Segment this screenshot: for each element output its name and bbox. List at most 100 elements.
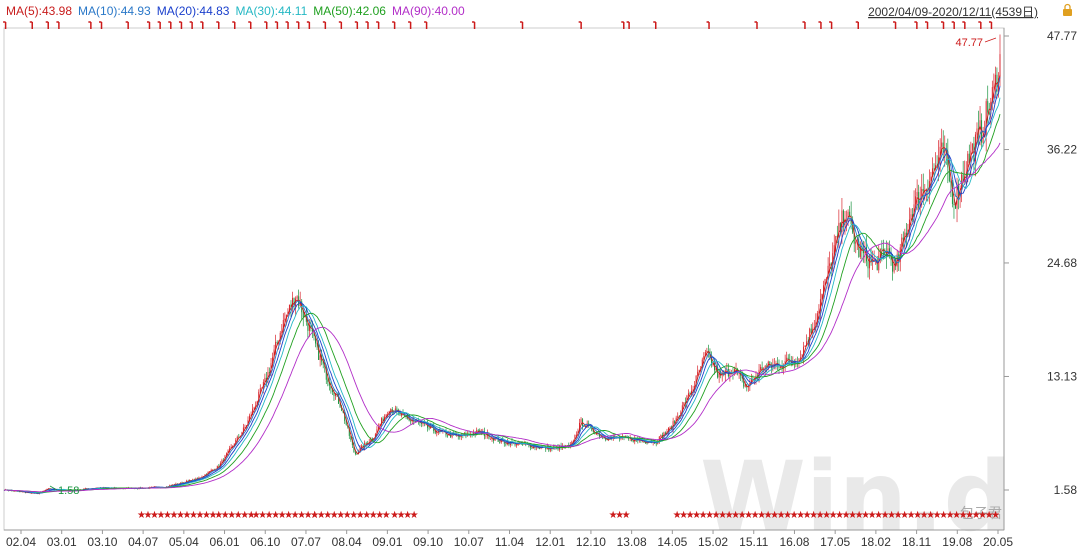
candle-body (939, 146, 941, 158)
bottom-signal-marker: ★ (900, 510, 909, 521)
bottom-signal-marker: ★ (764, 510, 773, 521)
candle-body (950, 181, 952, 183)
bottom-signal-marker: ★ (894, 510, 903, 521)
candle-body (586, 423, 588, 427)
candle-body (399, 412, 401, 416)
bottom-signal-marker: ★ (150, 510, 159, 521)
bottom-signal-marker: ★ (196, 510, 205, 521)
candle-body (21, 491, 23, 493)
candle-body (571, 441, 573, 445)
candle-body (784, 361, 786, 365)
candle-body (780, 367, 782, 368)
bottom-signal-marker: ★ (356, 510, 365, 521)
candle-body (695, 375, 697, 386)
candle-body (824, 278, 826, 286)
candle-body (683, 402, 685, 406)
bottom-signal-marker: ★ (907, 510, 916, 521)
bottom-signal-marker: ★ (829, 510, 838, 521)
candle-body (692, 389, 694, 391)
lock-icon[interactable] (1063, 3, 1072, 17)
candle-body (405, 415, 407, 418)
candle-body (276, 341, 278, 343)
candle-body (591, 425, 593, 431)
top-signal-marker (29, 21, 33, 29)
candle-body (18, 491, 20, 493)
candle-body (681, 405, 683, 413)
bottom-signal-marker: ★ (809, 510, 818, 521)
bottom-signal-marker: ★ (284, 510, 293, 521)
bottom-signal-marker: ★ (163, 510, 172, 521)
candle-body (979, 120, 981, 130)
candle-body (279, 332, 281, 342)
candle-body (858, 241, 860, 257)
top-signal-marker (855, 21, 859, 29)
candle-body (204, 474, 206, 477)
candle-body (951, 182, 953, 204)
candle-body (354, 452, 356, 455)
candle-body (227, 450, 229, 454)
candle-body (407, 417, 409, 419)
candle-body (996, 74, 998, 92)
candle-body (318, 344, 320, 360)
candle-body (282, 319, 284, 332)
bottom-signal-marker: ★ (705, 510, 714, 521)
candle-body (410, 420, 412, 422)
top-signal-marker (578, 21, 582, 29)
bottom-signal-marker: ★ (855, 510, 864, 521)
candle-body (968, 153, 970, 163)
bottom-signal-marker: ★ (952, 510, 961, 521)
candle-body (311, 328, 313, 332)
bottom-signal-marker: ★ (796, 510, 805, 521)
bottom-signal-marker: ★ (336, 510, 345, 521)
candle-body (330, 385, 332, 389)
candle-body (268, 372, 270, 373)
candle-body (408, 418, 410, 421)
bottom-signal-marker: ★ (926, 510, 935, 521)
candle-body (434, 431, 436, 434)
candle-body (904, 232, 906, 240)
candle-body (632, 441, 634, 442)
candle-body (987, 101, 989, 113)
candle-body (889, 248, 891, 254)
x-tick-label: 17.05 (820, 535, 850, 549)
candle-body (583, 425, 585, 427)
candle-body (605, 438, 607, 440)
candle-body (381, 418, 383, 425)
top-signal-marker (189, 21, 193, 29)
x-tick-label: 18.02 (861, 535, 891, 549)
candle-body (310, 324, 312, 329)
candle-body (328, 381, 330, 386)
top-signal-marker (621, 21, 625, 29)
candle-body (218, 465, 220, 468)
candle-body (445, 431, 447, 436)
top-signal-marker (248, 21, 252, 29)
candle-body (769, 361, 771, 366)
candle-body (393, 412, 395, 414)
candle-body (806, 341, 808, 346)
bottom-signal-marker: ★ (297, 510, 306, 521)
top-signal-marker (264, 21, 268, 29)
candle-body (574, 435, 576, 442)
max-annotation-pointer (984, 37, 997, 43)
y-tick-label: 13.13 (1047, 369, 1077, 383)
top-signal-marker (178, 21, 183, 29)
bottom-signal-marker: ★ (757, 510, 766, 521)
bottom-signal-marker: ★ (214, 510, 223, 521)
bottom-signal-marker: ★ (686, 510, 695, 521)
bottom-signal-marker: ★ (985, 510, 994, 521)
bottom-signal-marker: ★ (946, 510, 955, 521)
candle-body (908, 219, 910, 230)
candle-body (226, 453, 228, 456)
date-range-label[interactable]: 2002/04/09-2020/12/11(4539日) (868, 5, 1038, 19)
bottom-signal-marker: ★ (382, 510, 391, 521)
top-signal-marker (408, 21, 412, 29)
x-tick-label: 15.02 (698, 535, 728, 549)
candle-body (348, 427, 350, 436)
candle-body (859, 245, 861, 257)
x-axis-ticks: 02.04 03.01 03.10 04.07 05.04 06.01 06.10 07.07… (6, 530, 1013, 549)
candle-body (244, 427, 246, 429)
top-signal-marker (200, 21, 204, 29)
top-signal-marker (168, 21, 172, 29)
candle-body (948, 167, 950, 182)
